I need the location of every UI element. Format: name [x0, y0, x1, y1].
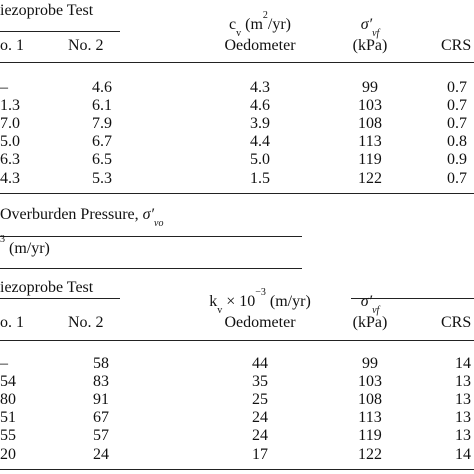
- bottom-row-3-probe1: 80: [0, 391, 16, 408]
- top-row-4-oedometer: 4.4: [250, 133, 270, 150]
- top-row-3-probe2: 7.9: [92, 115, 112, 132]
- top-group-rule: [0, 31, 120, 32]
- kv-heading-rule: [0, 268, 302, 269]
- bottom-row-6-probe1: 20: [0, 446, 16, 463]
- bottom-row-6-probe2: 24: [93, 446, 109, 463]
- bottom-row-4-probe2: 67: [93, 409, 109, 426]
- top-header-rule: [0, 62, 474, 63]
- bottom-row-5-probe1: 55: [0, 427, 16, 444]
- bottom-group-rule: [0, 298, 120, 299]
- top-header-oedometer: Oedometer: [224, 37, 296, 54]
- top-row-2-oedometer: 4.6: [250, 97, 270, 114]
- top-row-5-crs: 0.9: [447, 151, 467, 168]
- bottom-right-group-rule: [351, 298, 474, 299]
- bottom-header-rule: [0, 340, 474, 341]
- bottom-row-2-oedometer: 35: [252, 373, 268, 390]
- bottom-row-4-sigma: 113: [358, 409, 382, 426]
- bottom-row-5-probe2: 57: [93, 427, 109, 444]
- bottom-row-3-crs: 13: [455, 391, 471, 408]
- top-row-3-oedometer: 3.9: [250, 115, 270, 132]
- top-row-1-crs: 0.7: [447, 79, 467, 96]
- top-header-kpa: (kPa): [352, 37, 388, 54]
- top-row-1-probe2: 4.6: [92, 79, 112, 96]
- bottom-row-5-crs: 13: [455, 427, 471, 444]
- top-row-1-oedometer: 4.3: [250, 79, 270, 96]
- top-row-3-probe1: 7.0: [0, 115, 20, 132]
- top-row-5-probe1: 6.3: [0, 151, 20, 168]
- bottom-row-2-sigma: 103: [358, 373, 382, 390]
- bottom-row-5-oedometer: 24: [252, 427, 268, 444]
- top-row-4-sigma: 113: [358, 133, 382, 150]
- caption-rule: [0, 236, 302, 237]
- top-row-5-oedometer: 5.0: [250, 151, 270, 168]
- bottom-header-kv: kv × 10−3 (m/yr): [209, 286, 311, 317]
- bottom-row-3-oedometer: 25: [252, 391, 268, 408]
- top-group-header: iezoprobe Test: [0, 2, 94, 19]
- top-row-6-probe1: 4.3: [0, 170, 20, 187]
- bottom-row-3-sigma: 108: [358, 391, 382, 408]
- bottom-row-1-probe1: –: [0, 355, 8, 372]
- bottom-header-oedometer: Oedometer: [224, 314, 296, 331]
- bottom-row-5-sigma: 119: [358, 427, 382, 444]
- top-header-crs: CRS: [441, 37, 472, 54]
- bottom-header-probe1: o. 1: [0, 314, 24, 331]
- top-row-2-sigma: 103: [358, 97, 382, 114]
- top-table-bottom-rule: [0, 193, 474, 194]
- bottom-row-6-sigma: 122: [358, 446, 382, 463]
- top-row-5-probe2: 6.5: [92, 151, 112, 168]
- top-row-6-oedometer: 1.5: [250, 170, 270, 187]
- bottom-header-probe2: No. 2: [68, 314, 104, 331]
- top-header-sigma: σ′vf: [360, 16, 380, 40]
- bottom-row-1-crs: 14: [455, 355, 471, 372]
- bottom-table-bottom-rule: [0, 469, 474, 470]
- top-header-probe1: o. 1: [0, 37, 24, 54]
- top-row-2-probe1: 1.3: [0, 97, 20, 114]
- bottom-row-4-oedometer: 24: [252, 409, 268, 426]
- bottom-row-4-crs: 13: [455, 409, 471, 426]
- bottom-row-1-oedometer: 44: [252, 355, 268, 372]
- bottom-group-header: iezoprobe Test: [0, 279, 94, 296]
- bottom-row-2-probe1: 54: [0, 373, 16, 390]
- bottom-row-2-crs: 13: [455, 373, 471, 390]
- top-row-4-probe2: 6.7: [92, 133, 112, 150]
- top-header-probe2: No. 2: [68, 37, 104, 54]
- top-row-4-probe1: 5.0: [0, 133, 20, 150]
- section-caption: Overburden Pressure, σ′vo: [0, 206, 164, 230]
- top-header-cv: cv (m2/yr): [229, 9, 291, 40]
- bottom-row-2-probe2: 83: [93, 373, 109, 390]
- kv-heading: 3 (m/yr): [0, 233, 50, 257]
- bottom-row-3-probe2: 91: [93, 391, 109, 408]
- top-row-2-probe2: 6.1: [92, 97, 112, 114]
- bottom-row-1-sigma: 99: [362, 355, 378, 372]
- top-row-3-crs: 0.7: [447, 115, 467, 132]
- top-row-1-probe1: –: [0, 79, 8, 96]
- top-row-6-crs: 0.7: [447, 170, 467, 187]
- top-row-4-crs: 0.8: [447, 133, 467, 150]
- top-row-1-sigma: 99: [362, 79, 378, 96]
- bottom-row-6-crs: 14: [455, 446, 471, 463]
- top-row-2-crs: 0.7: [447, 97, 467, 114]
- bottom-row-6-oedometer: 17: [252, 446, 268, 463]
- top-row-6-sigma: 122: [358, 170, 382, 187]
- top-row-3-sigma: 108: [358, 115, 382, 132]
- top-row-6-probe2: 5.3: [92, 170, 112, 187]
- bottom-header-crs: CRS: [441, 314, 472, 331]
- bottom-row-1-probe2: 58: [93, 355, 109, 372]
- bottom-header-sigma: σ′vf: [360, 293, 380, 317]
- bottom-header-kpa: (kPa): [352, 314, 388, 331]
- bottom-row-4-probe1: 51: [0, 409, 16, 426]
- top-row-5-sigma: 119: [358, 151, 382, 168]
